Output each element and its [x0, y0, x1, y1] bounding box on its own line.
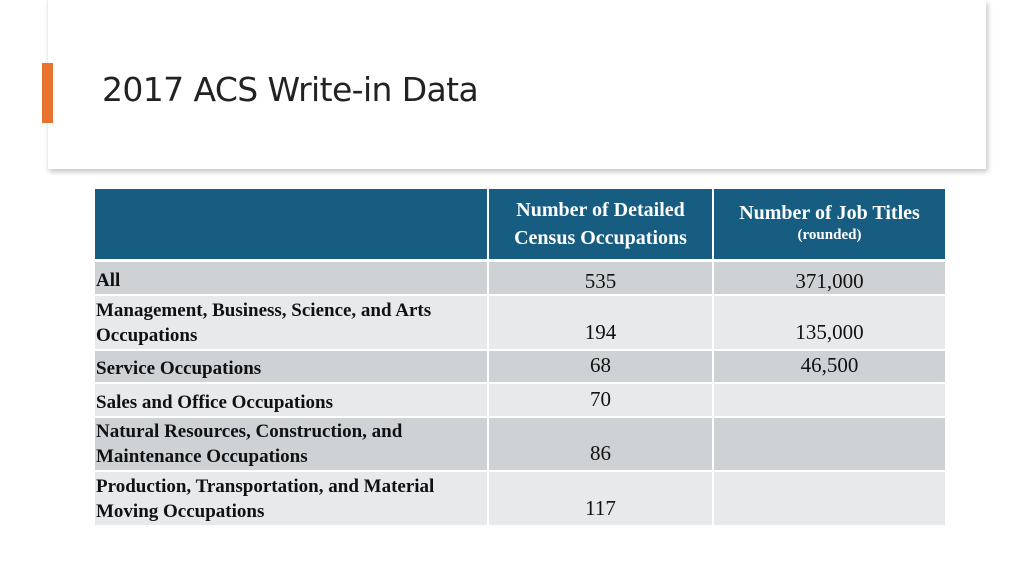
table-row: Sales and Office Occupations 70	[95, 383, 945, 418]
header-category	[95, 189, 489, 262]
table-row: Service Occupations 68 46,500	[95, 350, 945, 384]
occupations-count: 70	[488, 383, 714, 418]
job-titles-count	[713, 383, 945, 418]
job-titles-count: 371,000	[713, 260, 945, 296]
row-label: Production, Transportation, and Material…	[95, 471, 489, 527]
row-label: Sales and Office Occupations	[95, 383, 489, 418]
occupations-count: 194	[488, 295, 714, 351]
row-label: Service Occupations	[95, 350, 489, 384]
row-label: All	[95, 260, 489, 296]
header-job-titles-label: Number of Job Titles	[739, 202, 920, 224]
job-titles-count	[713, 471, 945, 527]
table-row: Natural Resources, Construction, and Mai…	[95, 417, 945, 472]
occupations-count: 68	[488, 350, 714, 384]
table-row: All 535 371,000	[95, 260, 945, 296]
occupations-count: 117	[488, 471, 714, 527]
table-row: Management, Business, Science, and Arts …	[95, 295, 945, 351]
header-job-titles: Number of Job Titles (rounded)	[713, 189, 945, 262]
header-job-titles-note: (rounded)	[797, 227, 862, 243]
header-census-occupations-label: Number of Detailed Census Occupations	[514, 199, 687, 249]
job-titles-count: 46,500	[713, 350, 945, 384]
row-label: Management, Business, Science, and Arts …	[95, 295, 489, 351]
row-label: Natural Resources, Construction, and Mai…	[95, 417, 489, 472]
job-titles-count	[713, 417, 945, 472]
title-card	[47, 0, 986, 169]
table-header-row: Number of Detailed Census Occupations Nu…	[95, 189, 945, 262]
slide-title: 2017 ACS Write-in Data	[102, 70, 479, 109]
occupations-table: Number of Detailed Census Occupations Nu…	[95, 189, 945, 527]
job-titles-count: 135,000	[713, 295, 945, 351]
title-accent-bar	[42, 63, 53, 123]
occupations-count: 86	[488, 417, 714, 472]
occupations-count: 535	[488, 260, 714, 296]
header-census-occupations: Number of Detailed Census Occupations	[488, 189, 714, 262]
table-row: Production, Transportation, and Material…	[95, 471, 945, 527]
